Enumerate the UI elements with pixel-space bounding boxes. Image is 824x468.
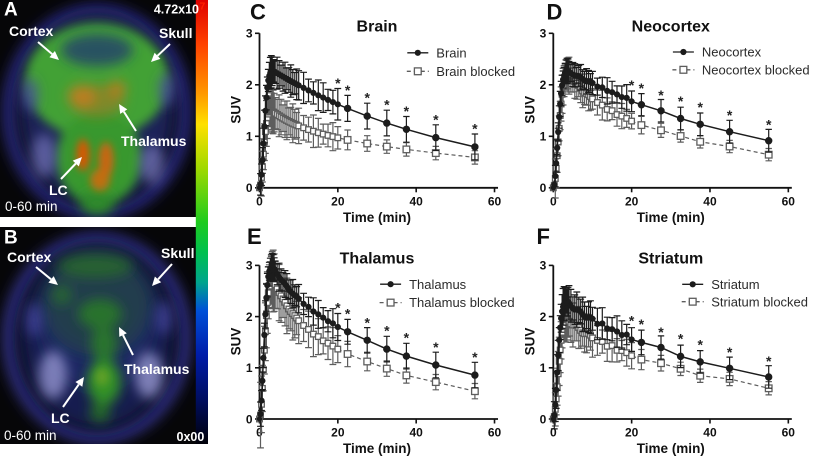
svg-text:Cortex: Cortex	[7, 249, 52, 265]
svg-text:*: *	[364, 315, 370, 331]
svg-text:F: F	[537, 224, 550, 249]
svg-text:Thalamus: Thalamus	[124, 361, 190, 377]
svg-text:4.72x10: 4.72x10	[154, 3, 199, 17]
svg-text:40: 40	[703, 194, 717, 208]
svg-text:*: *	[345, 306, 351, 322]
svg-text:3: 3	[246, 259, 253, 273]
svg-text:*: *	[697, 337, 703, 353]
svg-text:*: *	[629, 77, 635, 93]
svg-text:1: 1	[540, 361, 547, 375]
svg-text:0: 0	[550, 426, 557, 440]
svg-text:40: 40	[410, 426, 424, 440]
svg-text:3: 3	[540, 27, 547, 41]
svg-text:Striatum: Striatum	[638, 250, 703, 267]
svg-text:Neocortex blocked: Neocortex blocked	[702, 62, 810, 77]
svg-text:2: 2	[540, 310, 547, 324]
svg-text:*: *	[335, 75, 341, 91]
svg-text:Skull: Skull	[159, 25, 192, 41]
svg-text:20: 20	[331, 194, 345, 208]
svg-text:0: 0	[540, 181, 547, 195]
svg-text:*: *	[697, 99, 703, 115]
svg-text:0x00: 0x00	[177, 430, 205, 444]
svg-text:*: *	[472, 349, 478, 365]
svg-text:*: *	[658, 87, 664, 103]
svg-text:*: *	[384, 323, 390, 339]
svg-text:2: 2	[540, 78, 547, 92]
svg-text:3: 3	[540, 259, 547, 273]
svg-text:*: *	[766, 116, 772, 132]
svg-text:0: 0	[550, 194, 557, 208]
svg-text:*: *	[433, 111, 439, 127]
svg-text:SUV: SUV	[523, 96, 538, 124]
svg-text:*: *	[384, 97, 390, 113]
svg-text:*: *	[335, 300, 341, 316]
svg-text:Neocortex: Neocortex	[632, 18, 710, 35]
svg-text:*: *	[639, 80, 645, 96]
svg-text:0: 0	[246, 181, 253, 195]
svg-text:*: *	[433, 339, 439, 355]
svg-text:60: 60	[782, 426, 796, 440]
svg-text:*: *	[629, 313, 635, 329]
svg-text:0-60 min: 0-60 min	[4, 428, 57, 443]
svg-text:Brain: Brain	[436, 45, 466, 60]
svg-text:*: *	[404, 103, 410, 119]
svg-text:*: *	[766, 353, 772, 369]
svg-text:40: 40	[703, 426, 717, 440]
svg-text:Brain blocked: Brain blocked	[436, 64, 515, 79]
svg-text:*: *	[727, 344, 733, 360]
svg-text:Thalamus: Thalamus	[340, 250, 415, 267]
svg-text:Striatum: Striatum	[711, 277, 759, 292]
svg-text:SUV: SUV	[228, 96, 243, 124]
svg-text:0: 0	[256, 194, 263, 208]
svg-text:*: *	[472, 121, 478, 137]
svg-text:40: 40	[410, 194, 424, 208]
svg-text:LC: LC	[51, 410, 70, 426]
svg-text:Cortex: Cortex	[9, 23, 54, 39]
svg-text:C: C	[250, 0, 266, 25]
svg-text:20: 20	[625, 426, 639, 440]
svg-text:Time (min): Time (min)	[343, 441, 411, 456]
svg-text:1: 1	[540, 130, 547, 144]
svg-text:60: 60	[488, 426, 502, 440]
svg-text:60: 60	[488, 194, 502, 208]
svg-text:1: 1	[246, 361, 253, 375]
svg-text:E: E	[247, 224, 262, 249]
svg-text:Thalamus: Thalamus	[121, 133, 187, 149]
svg-text:0: 0	[540, 412, 547, 426]
svg-text:Skull: Skull	[161, 245, 194, 261]
svg-text:Striatum blocked: Striatum blocked	[711, 294, 808, 309]
svg-text:*: *	[678, 331, 684, 347]
svg-text:SUV: SUV	[228, 328, 243, 356]
svg-text:SUV: SUV	[523, 328, 538, 356]
svg-text:20: 20	[331, 426, 345, 440]
svg-text:60: 60	[782, 194, 796, 208]
svg-text:*: *	[727, 107, 733, 123]
svg-text:Brain: Brain	[357, 18, 398, 35]
svg-text:Time (min): Time (min)	[637, 210, 705, 225]
svg-text:Thalamus: Thalamus	[409, 277, 467, 292]
svg-text:0-60 min: 0-60 min	[5, 199, 58, 214]
svg-text:Time (min): Time (min)	[637, 441, 705, 456]
svg-text:20: 20	[625, 194, 639, 208]
svg-text:*: *	[658, 324, 664, 340]
svg-text:*: *	[364, 90, 370, 106]
svg-text:LC: LC	[49, 182, 68, 198]
svg-text:Thalamus blocked: Thalamus blocked	[409, 295, 514, 310]
svg-text:1: 1	[246, 130, 253, 144]
svg-text:0: 0	[246, 412, 253, 426]
svg-text:2: 2	[246, 78, 253, 92]
svg-text:*: *	[678, 93, 684, 109]
svg-text:7: 7	[200, 1, 206, 13]
svg-text:*: *	[404, 330, 410, 346]
svg-text:*: *	[639, 316, 645, 332]
svg-text:Time (min): Time (min)	[343, 210, 411, 225]
svg-text:B: B	[4, 227, 18, 248]
svg-text:A: A	[4, 0, 18, 21]
svg-text:3: 3	[246, 27, 253, 41]
svg-text:2: 2	[246, 310, 253, 324]
svg-text:Neocortex: Neocortex	[702, 45, 762, 60]
svg-text:D: D	[547, 0, 563, 25]
svg-text:*: *	[345, 82, 351, 98]
